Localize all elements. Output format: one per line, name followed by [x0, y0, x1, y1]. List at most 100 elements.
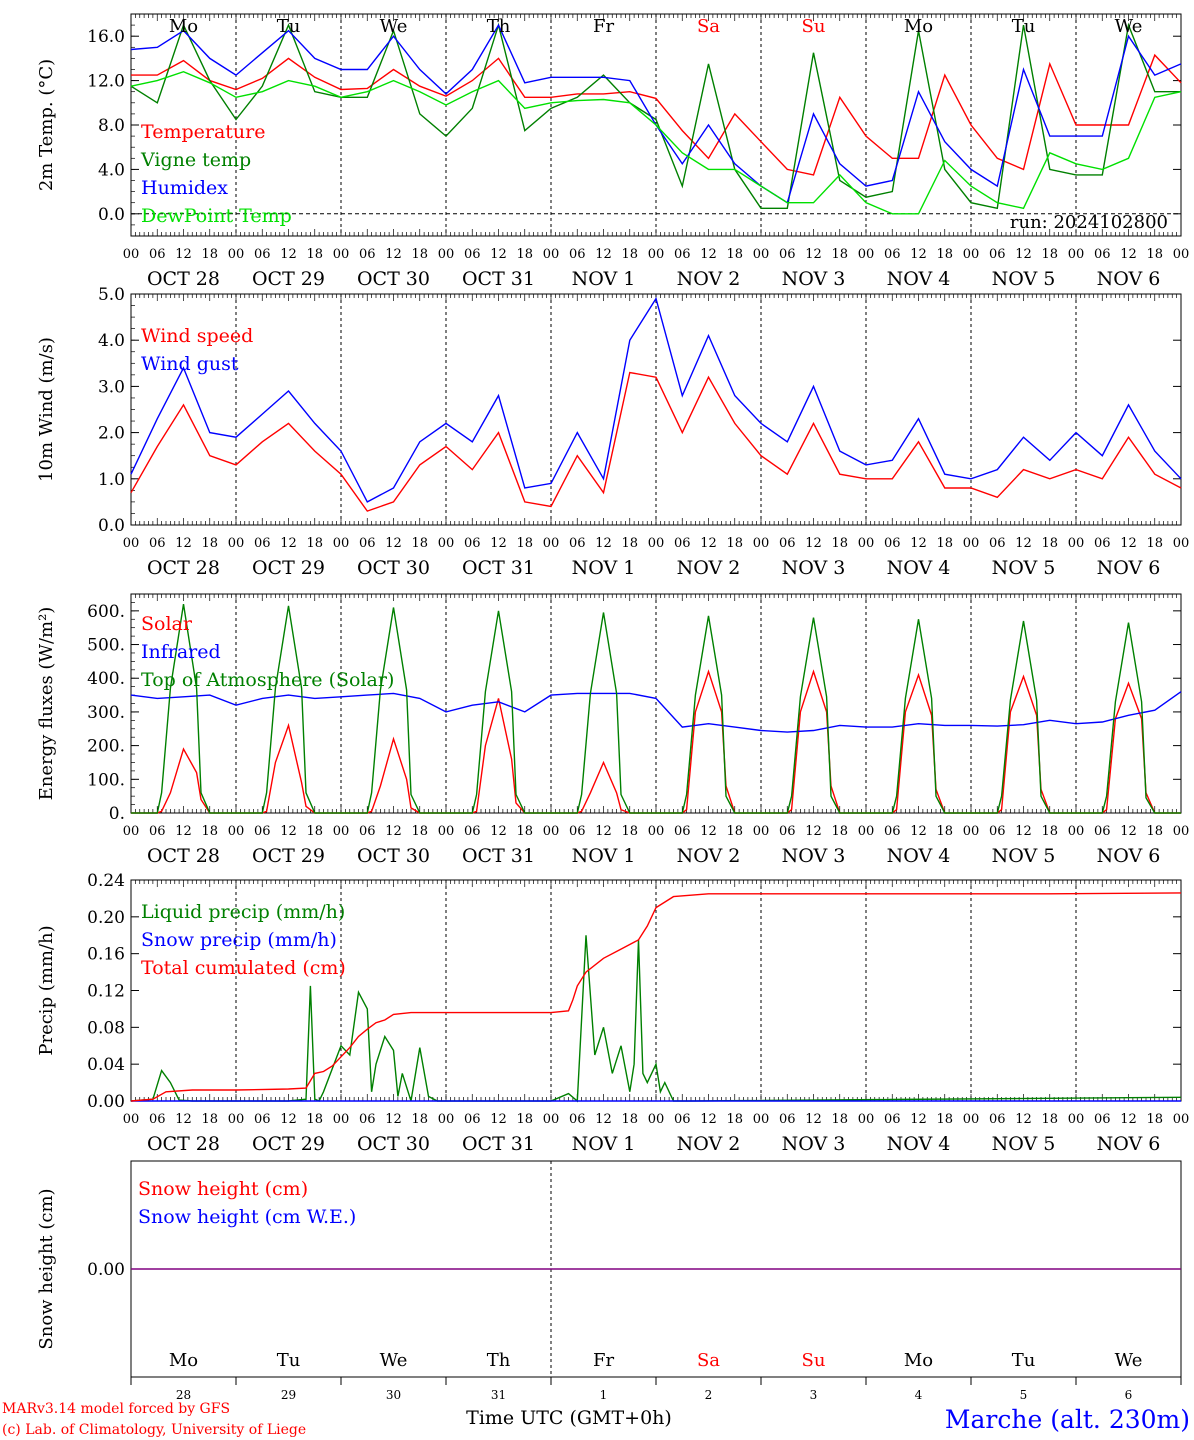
- weekday-label: We: [380, 1350, 408, 1371]
- date-label: NOV 4: [887, 557, 951, 579]
- day-number-label: 31: [491, 1388, 506, 1402]
- date-label: OCT 30: [357, 557, 430, 579]
- date-label: OCT 31: [462, 268, 535, 290]
- panel-4: 0.00 0.04 0.08 0.12 0.16 0.20 0.24 Precip (mm/h…: [36, 871, 1189, 1155]
- date-label: NOV 1: [572, 268, 636, 290]
- hour-label: 12: [595, 536, 612, 551]
- hour-label: 12: [175, 536, 192, 551]
- hour-label: 06: [254, 247, 271, 262]
- hour-label: 06: [569, 247, 586, 262]
- date-label: OCT 29: [252, 1133, 325, 1155]
- panel-1: 0.0 4.0 8.0 12.0 16.0 2m Temp. (°C) Temperatur…: [36, 13, 1189, 290]
- hour-label: 06: [464, 1112, 481, 1127]
- day-number-label: 30: [386, 1388, 401, 1402]
- hour-label: 06: [779, 824, 796, 839]
- hour-label: 12: [700, 247, 717, 262]
- legend-entry: Liquid precip (mm/h): [141, 901, 345, 923]
- weekday-label: Su: [802, 16, 826, 37]
- day-number-label: 5: [1020, 1388, 1028, 1402]
- hour-label: 18: [516, 824, 533, 839]
- hour-label: 00: [543, 536, 560, 551]
- y-tick-label: 4.0: [98, 331, 125, 351]
- date-label: NOV 3: [782, 845, 846, 867]
- hour-label: 12: [1120, 1112, 1137, 1127]
- hour-label: 12: [280, 536, 297, 551]
- hour-label: 12: [385, 536, 402, 551]
- hour-label: 00: [228, 247, 245, 262]
- hour-label: 00: [333, 536, 350, 551]
- hour-label: 06: [1094, 1112, 1111, 1127]
- weekday-label: Fr: [593, 16, 614, 37]
- hour-label: 00: [123, 824, 140, 839]
- hour-label: 00: [123, 536, 140, 551]
- weekday-label: Th: [487, 16, 511, 37]
- run-label: run: 2024102800: [1010, 212, 1168, 233]
- hour-label: 06: [674, 824, 691, 839]
- hour-label: 00: [228, 1112, 245, 1127]
- hour-label: 12: [1120, 536, 1137, 551]
- hour-label: 06: [884, 247, 901, 262]
- legend-entry: Temperature: [141, 121, 265, 143]
- legend-entry: Snow precip (mm/h): [141, 929, 337, 951]
- date-label: OCT 28: [147, 845, 220, 867]
- date-label: NOV 4: [887, 268, 951, 290]
- hour-label: 00: [438, 1112, 455, 1127]
- date-label: NOV 1: [572, 845, 636, 867]
- hour-label: 18: [1146, 536, 1163, 551]
- hour-label: 00: [858, 824, 875, 839]
- hour-label: 12: [385, 1112, 402, 1127]
- hour-label: 00: [648, 247, 665, 262]
- hour-label: 06: [674, 247, 691, 262]
- hour-label: 12: [175, 824, 192, 839]
- hour-label: 12: [595, 1112, 612, 1127]
- y-tick-label: 16.0: [87, 27, 125, 47]
- date-label: OCT 31: [462, 1133, 535, 1155]
- y-tick-label: 12.0: [87, 72, 125, 92]
- hour-label: 18: [1041, 247, 1058, 262]
- hour-label: 00: [858, 536, 875, 551]
- y-tick-label: 400.: [87, 669, 125, 689]
- hour-label: 18: [516, 247, 533, 262]
- hour-label: 18: [831, 247, 848, 262]
- day-number-label: 1: [600, 1388, 608, 1402]
- hour-label: 00: [1068, 1112, 1085, 1127]
- hour-label: 00: [333, 247, 350, 262]
- hour-label: 12: [805, 1112, 822, 1127]
- hour-label: 12: [1015, 1112, 1032, 1127]
- hour-label: 18: [411, 824, 428, 839]
- date-label: NOV 1: [572, 557, 636, 579]
- day-number-label: 2: [705, 1388, 713, 1402]
- hour-label: 00: [228, 536, 245, 551]
- legend-entry: Humidex: [141, 177, 228, 199]
- legend-entry: DewPoint Temp: [141, 205, 292, 227]
- hour-label: 12: [595, 824, 612, 839]
- y-tick-label: 0.04: [87, 1055, 125, 1075]
- hour-label: 12: [700, 824, 717, 839]
- hour-label: 18: [831, 536, 848, 551]
- hour-label: 12: [910, 536, 927, 551]
- hour-label: 00: [963, 1112, 980, 1127]
- y-tick-label: 1.0: [98, 470, 125, 490]
- y-axis-label: Energy fluxes (W/m²): [36, 607, 57, 801]
- hour-label: 06: [569, 536, 586, 551]
- date-label: OCT 30: [357, 268, 430, 290]
- hour-label: 00: [1173, 536, 1190, 551]
- hour-label: 18: [1146, 1112, 1163, 1127]
- hour-label: 00: [963, 536, 980, 551]
- date-label: NOV 4: [887, 845, 951, 867]
- series-line-total-cumulated-cm: [130, 892, 1182, 1102]
- hour-label: 18: [726, 824, 743, 839]
- legend-entry: Infrared: [141, 641, 221, 663]
- hour-label: 06: [254, 536, 271, 551]
- y-tick-label: 0.08: [87, 1018, 125, 1038]
- hour-label: 06: [989, 536, 1006, 551]
- hour-label: 18: [726, 536, 743, 551]
- hour-label: 12: [910, 824, 927, 839]
- hour-label: 18: [516, 1112, 533, 1127]
- hour-label: 06: [359, 1112, 376, 1127]
- hour-label: 18: [621, 247, 638, 262]
- y-tick-label: 8.0: [98, 116, 125, 136]
- hour-label: 12: [1015, 247, 1032, 262]
- date-label: OCT 30: [357, 845, 430, 867]
- y-tick-label: 200.: [87, 737, 125, 757]
